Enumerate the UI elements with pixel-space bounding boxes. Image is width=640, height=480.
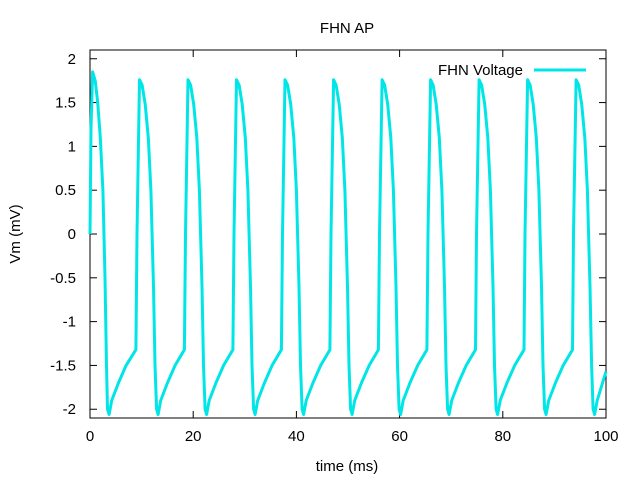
y-tick-label: 1.5	[55, 95, 76, 112]
y-tick-label: -2	[63, 401, 76, 418]
x-axis-label: time (ms)	[316, 458, 379, 475]
y-tick-label: 0.5	[55, 182, 76, 199]
x-tick-label: 0	[86, 428, 94, 445]
y-axis-label: Vm (mV)	[7, 204, 24, 263]
x-tick-label: 60	[391, 428, 408, 445]
y-tick-label: 1	[68, 138, 76, 155]
x-tick-label: 20	[185, 428, 202, 445]
x-tick-label: 40	[288, 428, 305, 445]
y-tick-label: -1.5	[50, 357, 76, 374]
legend-label: FHN Voltage	[438, 62, 523, 79]
chart-title: FHN AP	[320, 20, 374, 37]
y-tick-label: 0	[68, 226, 76, 243]
y-tick-label: -0.5	[50, 270, 76, 287]
x-tick-label: 80	[494, 428, 511, 445]
x-tick-label: 100	[593, 428, 618, 445]
tick-labels: 0 20 40 60 80 100 -2 -1.5 -1 -0.5 0 0.5 1 1.5 2	[50, 51, 618, 445]
legend: FHN Voltage	[438, 62, 586, 79]
series-line-fhn-voltage	[88, 70, 608, 416]
y-tick-label: 2	[68, 51, 76, 68]
y-tick-label: -1	[63, 314, 76, 331]
series-group	[88, 70, 608, 416]
